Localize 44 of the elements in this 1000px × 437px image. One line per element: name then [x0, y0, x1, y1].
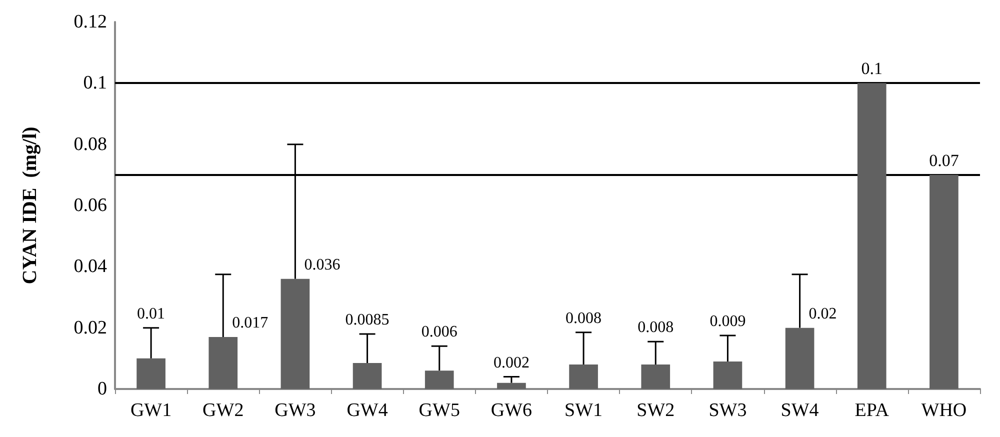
- bar: [930, 174, 958, 389]
- y-tick-label: 0: [98, 378, 107, 400]
- bar: [857, 83, 886, 389]
- x-tick-label: SW3: [708, 400, 747, 421]
- bar: [136, 358, 166, 389]
- bar: [208, 337, 238, 389]
- x-tick-label: WHO: [921, 400, 967, 421]
- x-tick-label: GW1: [130, 400, 172, 421]
- bar: [280, 278, 310, 389]
- bar: [569, 364, 598, 389]
- y-tick-label: 0.02: [74, 317, 107, 338]
- bar: [785, 328, 814, 389]
- y-tick-label: 0.06: [74, 195, 107, 216]
- data-label: 0.008: [566, 310, 602, 327]
- data-label: 0.002: [493, 354, 530, 372]
- x-tick-label: GW3: [274, 400, 316, 421]
- x-tick-label: EPA: [854, 400, 890, 421]
- bar: [352, 363, 382, 389]
- x-tick-label: SW4: [780, 400, 820, 421]
- data-label: 0.01: [137, 305, 166, 322]
- data-label: 0.017: [232, 314, 268, 332]
- y-tick-label: 0.04: [74, 256, 108, 278]
- data-label: 0.008: [638, 319, 674, 336]
- x-tick-label: GW4: [346, 400, 388, 421]
- data-label: 0.036: [304, 256, 340, 274]
- x-tick-label: SW1: [564, 400, 603, 421]
- data-label: 0.0085: [345, 311, 390, 328]
- data-label: 0.1: [861, 59, 882, 78]
- data-label: 0.07: [929, 150, 960, 170]
- bar: [713, 361, 742, 389]
- bar: [641, 364, 670, 389]
- x-tick-label: SW2: [636, 400, 675, 421]
- y-tick-label: 0.12: [74, 12, 107, 32]
- x-tick-label: GW2: [202, 400, 244, 421]
- y-tick-label: 0.08: [74, 134, 107, 155]
- data-label: 0.009: [710, 312, 746, 330]
- data-label: 0.02: [808, 305, 837, 322]
- bar: [424, 370, 454, 389]
- data-label: 0.006: [421, 324, 458, 341]
- x-tick-label: GW5: [418, 400, 460, 421]
- x-tick-label: GW6: [490, 400, 532, 421]
- bar: [497, 382, 526, 389]
- y-axis-title: CYAN IDE (mg/l): [19, 126, 41, 284]
- y-tick-label: 0.1: [83, 72, 107, 94]
